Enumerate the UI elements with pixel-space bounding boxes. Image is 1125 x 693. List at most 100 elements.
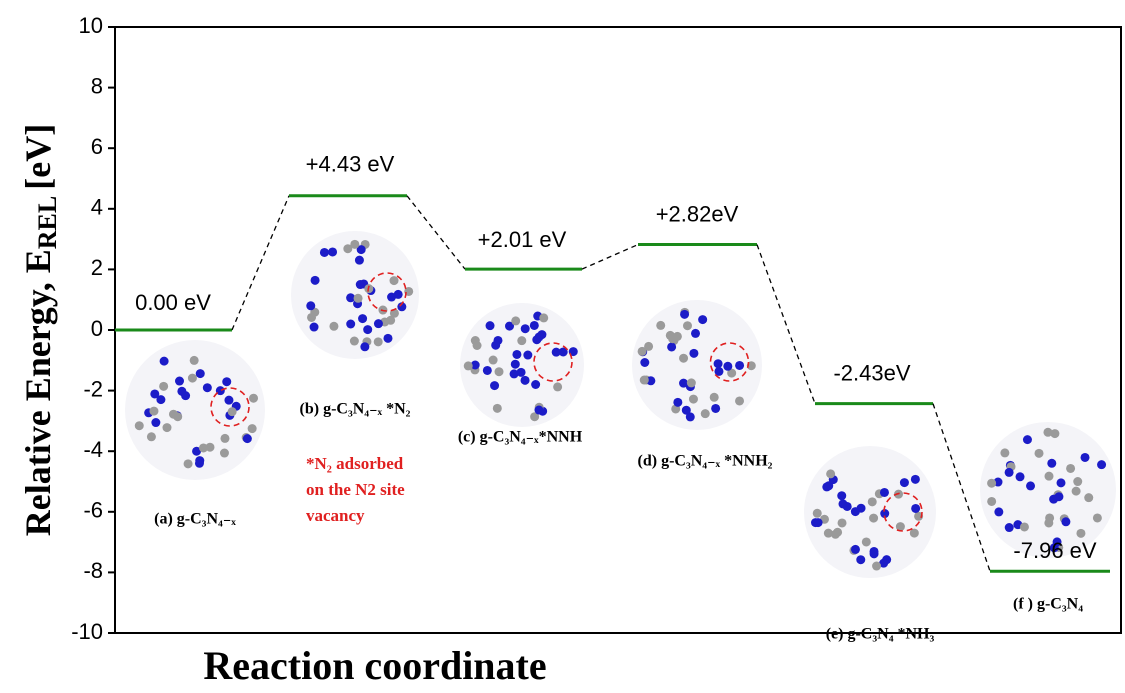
value-label: +2.82eV xyxy=(656,201,739,226)
annotation: *N₂ adsorbed xyxy=(306,454,404,473)
atom xyxy=(196,369,205,378)
atom xyxy=(701,409,710,418)
atom xyxy=(156,395,165,404)
atom xyxy=(1045,472,1054,481)
y-tick-label: -4 xyxy=(83,437,103,462)
atom xyxy=(723,362,732,371)
atom xyxy=(1000,448,1009,457)
atom xyxy=(530,321,539,330)
atom xyxy=(169,410,178,419)
atom xyxy=(228,407,237,416)
atom xyxy=(1047,459,1056,468)
atom xyxy=(711,404,720,413)
y-tick-label: -6 xyxy=(83,498,103,523)
atom xyxy=(493,404,502,413)
category-label: (d) g-C₃N₄₋ₓ *NNH₂ xyxy=(638,453,773,470)
atom xyxy=(511,316,520,325)
atom xyxy=(868,497,877,506)
atom xyxy=(687,378,696,387)
atom xyxy=(328,247,337,256)
atom xyxy=(203,383,212,392)
y-tick-label: 4 xyxy=(91,195,103,220)
atom xyxy=(900,478,909,487)
atom xyxy=(320,248,329,257)
y-label-main: Relative Energy, E xyxy=(18,249,58,536)
y-label-unit: [eV] xyxy=(18,124,58,190)
atom xyxy=(220,449,229,458)
atom xyxy=(814,518,823,527)
atom xyxy=(537,330,546,339)
structures xyxy=(125,231,1116,578)
y-tick-label: 0 xyxy=(91,316,103,341)
atom xyxy=(869,514,878,523)
atom xyxy=(329,322,338,331)
atom xyxy=(358,314,367,323)
atom xyxy=(644,342,653,351)
atom xyxy=(350,337,359,346)
atom xyxy=(1056,478,1065,487)
atom xyxy=(175,377,184,386)
atom xyxy=(521,324,530,333)
category-label: (c) g-C₃N₄₋ₓ*NNH xyxy=(458,429,583,446)
atom xyxy=(390,276,399,285)
atom xyxy=(553,382,562,391)
annotation: vacancy xyxy=(306,506,365,525)
value-label: -7.96 eV xyxy=(1013,538,1096,563)
x-axis-label: Reaction coordinate xyxy=(203,643,546,688)
atom xyxy=(683,321,692,330)
atom xyxy=(686,412,695,421)
connector xyxy=(757,245,815,404)
atom xyxy=(843,502,852,511)
atom xyxy=(994,507,1003,516)
atom xyxy=(354,294,363,303)
value-label: +4.43 eV xyxy=(306,152,395,177)
connector xyxy=(232,196,289,330)
category-label: (b) g-C₃N₄₋ₓ *N₂ xyxy=(300,401,411,418)
atom xyxy=(383,334,392,343)
atom xyxy=(872,562,881,571)
atom xyxy=(837,491,846,500)
atom xyxy=(190,356,199,365)
value-label: 0.00 eV xyxy=(135,290,211,315)
atom xyxy=(243,434,252,443)
atom xyxy=(224,396,233,405)
atom xyxy=(1084,493,1093,502)
atom xyxy=(162,423,171,432)
atom xyxy=(911,475,920,484)
atom xyxy=(489,356,498,365)
atom xyxy=(311,276,320,285)
atom xyxy=(1035,449,1044,458)
y-axis-label: Relative Energy, EREL[eV] xyxy=(18,124,62,536)
value-label: +2.01 eV xyxy=(478,227,567,252)
connector xyxy=(582,245,638,270)
atom xyxy=(656,321,665,330)
atom xyxy=(851,545,860,554)
atom xyxy=(350,240,359,249)
atom xyxy=(160,357,169,366)
atom xyxy=(710,393,719,402)
atom xyxy=(511,360,520,369)
atom xyxy=(486,321,495,330)
atom xyxy=(856,555,865,564)
atom xyxy=(539,313,548,322)
atom xyxy=(135,421,144,430)
atom xyxy=(510,369,519,378)
category-label: (f ) g-C₃N₄ xyxy=(1013,596,1083,613)
atom xyxy=(698,315,707,324)
atom xyxy=(714,359,723,368)
atom xyxy=(689,349,698,358)
atom xyxy=(195,459,204,468)
atom xyxy=(360,342,369,351)
connector xyxy=(407,196,465,269)
atom xyxy=(1093,513,1102,522)
atom xyxy=(851,507,860,516)
atom xyxy=(831,530,840,539)
atom xyxy=(248,424,257,433)
plot-frame xyxy=(115,27,1121,633)
atom xyxy=(394,290,403,299)
atom xyxy=(159,382,168,391)
atom xyxy=(346,320,355,329)
atom xyxy=(691,329,700,338)
atom xyxy=(1016,472,1025,481)
atom xyxy=(1097,460,1106,469)
